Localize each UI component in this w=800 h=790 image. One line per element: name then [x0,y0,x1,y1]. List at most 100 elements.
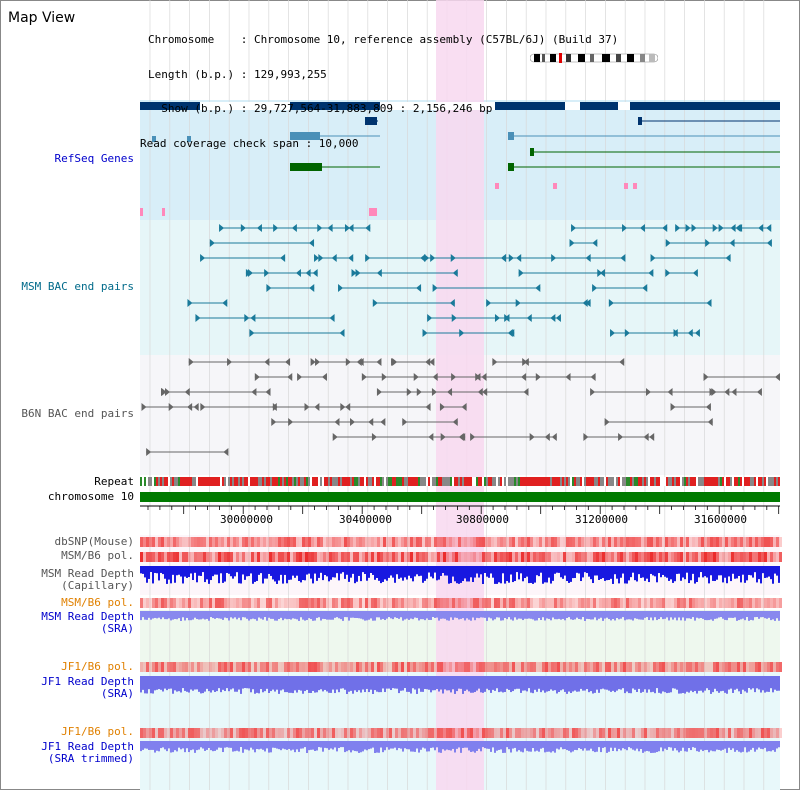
pol-cell [515,662,518,672]
depth-bar [658,741,660,752]
repeat-block [656,477,658,486]
msm-depth-sra-label[interactable]: MSM Read Depth (SRA) [41,610,134,635]
pol-cell [398,552,401,562]
depth-bar [486,741,488,749]
pol-cell [434,598,437,608]
msm-bac-label[interactable]: MSM BAC end pairs [21,280,134,293]
pol-cell [230,662,233,672]
depth-bar [480,676,482,693]
pol-cell [143,552,146,562]
depth-bar [594,566,596,576]
depth-bar [444,741,446,751]
repeat-block [392,477,394,486]
repeat-block [606,477,608,486]
depth-bar [196,741,198,751]
repeat-block [466,477,468,486]
pol-cell [404,552,407,562]
bac-end [280,254,286,262]
pol-cell [374,598,377,608]
depth-bar [188,741,190,753]
chromosome-ideogram[interactable] [530,53,658,63]
dbsnp-label[interactable]: dbSNP(Mouse) [54,535,134,548]
depth-bar [706,676,708,689]
repeat-block [360,477,362,486]
pol-cell [650,598,653,608]
pol-cell [611,598,614,608]
repeat-block [272,477,274,486]
repeat-block [684,477,686,486]
msm-b6-pol-sra-label[interactable]: MSM/B6 pol. [61,596,134,609]
depth-bar [352,741,354,751]
depth-bar [574,566,576,578]
depth-bar [304,611,306,621]
depth-bar [700,741,702,750]
pol-cell [671,598,674,608]
pol-cell [758,552,761,562]
pol-cell [461,662,464,672]
pol-cell [428,598,431,608]
pol-cell [224,537,227,547]
depth-bar [604,741,606,748]
depth-bar [432,566,434,579]
gene-exon [140,208,143,216]
depth-bar [764,566,766,578]
pol-cell [710,728,713,738]
depth-bar [412,611,414,620]
pol-cell [770,537,773,547]
pol-cell [482,552,485,562]
depth-bar [592,611,594,620]
repeat-block [294,477,296,486]
jf1-b6-pol-label[interactable]: JF1/B6 pol. [61,660,134,673]
pol-cell [656,598,659,608]
bac-end [265,388,271,396]
repeat-block [516,477,518,486]
depth-bar [374,566,376,580]
depth-bar [560,611,562,620]
repeat-block [252,477,254,486]
pol-cell [479,598,482,608]
pol-cell [545,552,548,562]
chromosome-label[interactable]: chromosome 10 [47,490,134,503]
gene-exon [152,136,156,142]
pol-cell [362,728,365,738]
depth-bar [200,676,202,694]
depth-bar [668,676,670,693]
msm-depth-capillary-label[interactable]: MSM Read Depth (Capillary) [41,567,134,592]
depth-bar [260,741,262,749]
jf1-depth-trim-label[interactable]: JF1 Read Depth (SRA trimmed) [41,740,134,765]
depth-bar [242,566,244,575]
pol-cell [569,552,572,562]
depth-bar [326,676,328,692]
pol-cell [725,598,728,608]
depth-bar [728,741,730,748]
pol-cell [524,537,527,547]
jf1-b6-pol-trim-label[interactable]: JF1/B6 pol. [61,725,134,738]
depth-bar [516,566,518,573]
refseq-genes-label[interactable]: RefSeq Genes [54,152,134,165]
depth-bar [250,566,252,574]
pol-cell [761,552,764,562]
depth-bar [772,676,774,693]
bac-end [365,224,371,232]
pol-cell [200,598,203,608]
repeat-block [450,477,452,486]
depth-bar [174,611,176,620]
pol-cell [494,552,497,562]
depth-bar [460,566,462,583]
depth-bar [444,566,446,576]
depth-bar [532,741,534,749]
b6n-bac-label[interactable]: B6N BAC end pairs [21,407,134,420]
depth-bar [664,566,666,577]
msm-b6-pol-label[interactable]: MSM/B6 pol. [61,549,134,562]
pol-cell [326,598,329,608]
info-chromosome: Chromosome : Chromosome 10, reference as… [148,33,619,46]
depth-bar [698,676,700,691]
repeat-block [346,477,348,486]
depth-bar [196,611,198,620]
depth-bar [310,566,312,579]
repeat-block [762,477,764,486]
depth-bar [602,676,604,689]
jf1-depth-sra-label[interactable]: JF1 Read Depth (SRA) [41,675,134,700]
repeat-label[interactable]: Repeat [94,475,134,488]
